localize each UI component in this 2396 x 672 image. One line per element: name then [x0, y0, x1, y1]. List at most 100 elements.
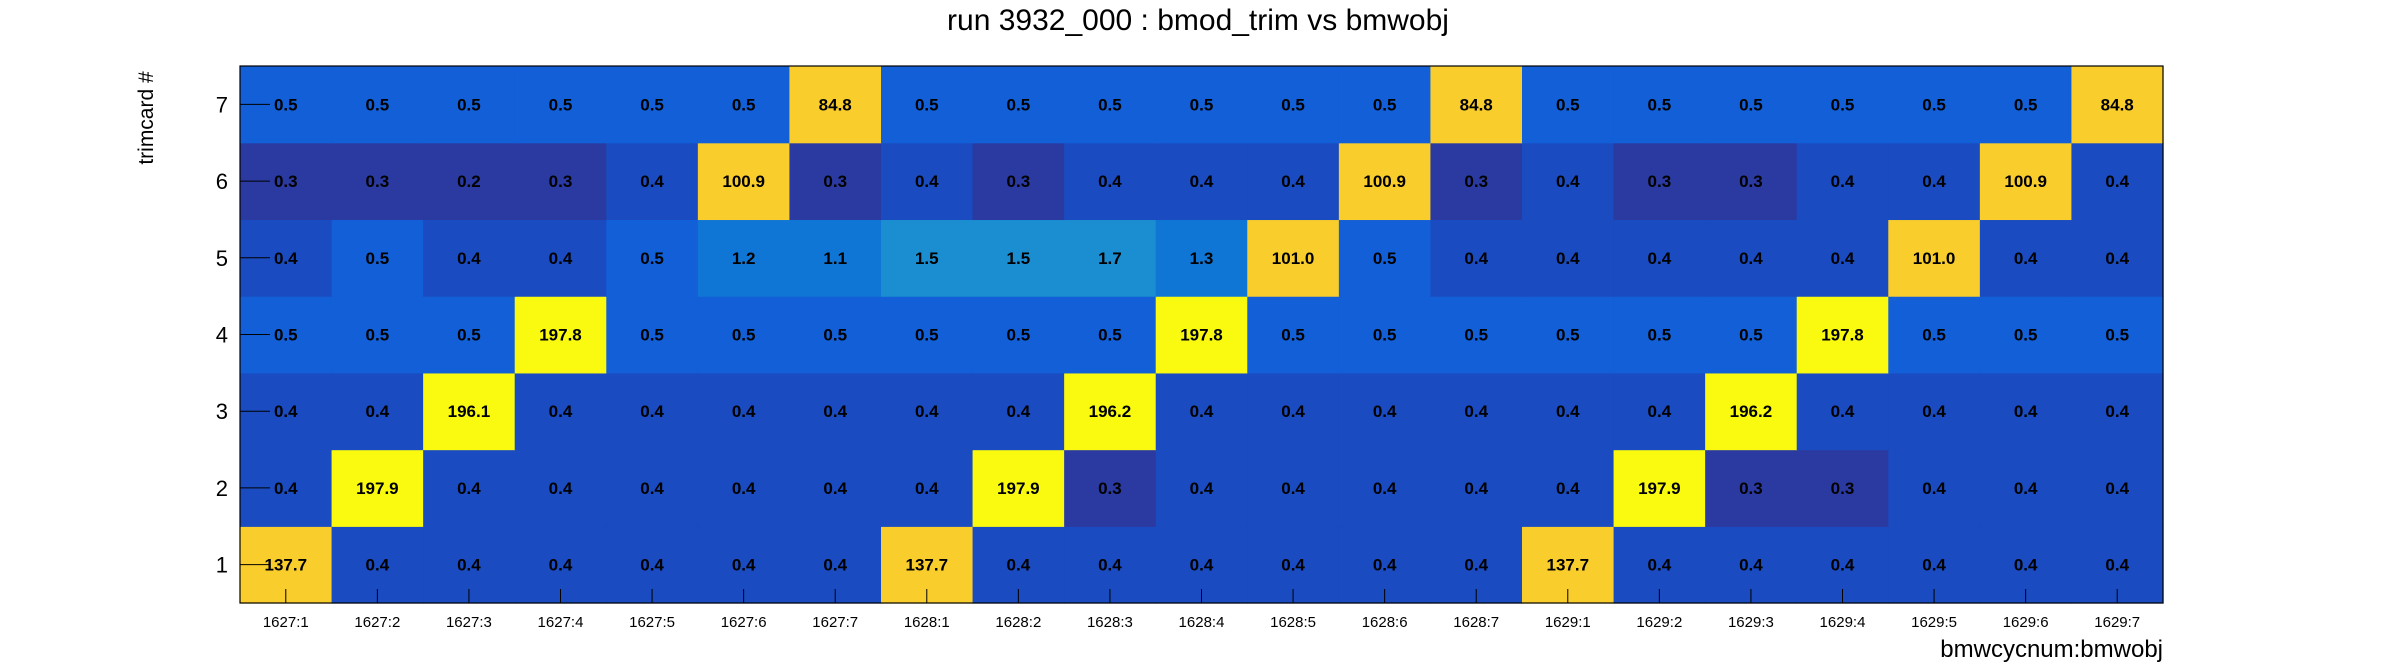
- heatmap-cell: [1155, 142, 1248, 221]
- heatmap-cell: [1705, 142, 1798, 221]
- cell-value-label: 0.4: [640, 172, 664, 191]
- heatmap-cell: [606, 449, 699, 527]
- cell-value-label: 0.5: [1739, 326, 1763, 345]
- heatmap-cell: [789, 449, 882, 527]
- cell-value-label: 0.4: [1281, 172, 1305, 191]
- cell-value-label: 0.5: [1922, 95, 1946, 114]
- axes-group: 1 2 3 4 5 6 7 1627:1 1627:2 1627:3 1627:4 1627:5 162…: [216, 65, 2164, 631]
- y-tick-label: 6: [216, 169, 228, 194]
- cell-value-label: 0.4: [823, 556, 847, 575]
- cell-value-label: 1.1: [823, 249, 847, 268]
- heatmap-cell: [2071, 296, 2164, 374]
- cell-value-label: 137.7: [1547, 556, 1590, 575]
- cell-value-label: 0.5: [1556, 326, 1580, 345]
- heatmap-cell: [881, 449, 974, 527]
- cell-value-label: 0.5: [1556, 95, 1580, 114]
- cell-value-label: 0.4: [366, 402, 390, 421]
- heatmap-cell: [423, 142, 516, 221]
- cell-value-label: 0.4: [1648, 556, 1672, 575]
- cell-value-label: 0.5: [366, 249, 390, 268]
- heatmap-cell: [1064, 296, 1157, 374]
- cell-value-label: 0.4: [1556, 479, 1580, 498]
- cell-value-label: 0.4: [1556, 402, 1580, 421]
- cell-value-label: 0.5: [1281, 95, 1305, 114]
- heatmap-cell: [423, 66, 516, 144]
- cell-value-label: 0.4: [1739, 249, 1763, 268]
- heatmap-cell: [1247, 449, 1340, 527]
- heatmap-cell: [331, 219, 424, 297]
- heatmap-cell: [1155, 449, 1248, 527]
- cell-value-label: 0.4: [823, 402, 847, 421]
- cell-value-label: 0.4: [549, 556, 573, 575]
- x-tick-label: 1627:6: [721, 614, 767, 631]
- cell-value-label: 84.8: [819, 95, 852, 114]
- x-tick-label: 1628:3: [1087, 614, 1133, 631]
- heatmap-cell: [697, 66, 791, 144]
- x-tick-label: 1628:2: [995, 614, 1041, 631]
- x-tick-label: 1629:3: [1728, 614, 1774, 631]
- cell-value-label: 101.0: [1272, 249, 1315, 268]
- cell-value-label: 100.9: [2004, 172, 2047, 191]
- cell-value-label: 0.4: [1556, 172, 1580, 191]
- heatmap-cell: [2071, 449, 2164, 527]
- cell-value-label: 0.4: [1190, 402, 1214, 421]
- heatmap-cell: [1613, 449, 1706, 527]
- heatmap-cell: [1064, 142, 1157, 221]
- cell-value-label: 0.5: [1373, 95, 1397, 114]
- cell-value-label: 0.5: [1922, 326, 1946, 345]
- cell-value-label: 0.4: [2105, 172, 2129, 191]
- heatmap-cell: [1430, 142, 1523, 221]
- heatmap-cell: [881, 219, 974, 297]
- heatmap-cell: [1979, 66, 2073, 144]
- cell-value-label: 0.4: [2105, 556, 2129, 575]
- cell-value-label: 197.9: [356, 479, 399, 498]
- cell-value-label: 197.8: [1180, 326, 1223, 345]
- cell-value-label: 0.5: [1373, 249, 1397, 268]
- heatmap-cell: [1522, 66, 1615, 144]
- heatmap-cell: [606, 142, 699, 221]
- cell-value-label: 0.3: [549, 172, 573, 191]
- cell-value-label: 137.7: [906, 556, 949, 575]
- y-tick-label: 3: [216, 399, 228, 424]
- heatmap-cell: [1888, 142, 1981, 221]
- cell-value-label: 0.5: [274, 326, 298, 345]
- heatmap-cell: [1522, 296, 1615, 374]
- x-tick-label: 1628:4: [1179, 614, 1225, 631]
- cell-value-label: 0.4: [1007, 402, 1031, 421]
- heatmap-cell: [881, 296, 974, 374]
- heatmap-cell: [1888, 219, 1981, 297]
- cell-value-label: 1.3: [1190, 249, 1214, 268]
- cell-value-label: 0.5: [823, 326, 847, 345]
- cell-value-label: 0.4: [2105, 479, 2129, 498]
- cell-value-label: 196.2: [1089, 402, 1132, 421]
- x-tick-label: 1627:4: [538, 614, 584, 631]
- cell-value-label: 0.3: [1098, 479, 1122, 498]
- cell-value-label: 0.4: [549, 479, 573, 498]
- heatmap-cell: [1705, 296, 1798, 374]
- heatmap-cell: [1888, 372, 1981, 451]
- heatmap-cell: [1522, 449, 1615, 527]
- cell-value-label: 0.4: [1373, 402, 1397, 421]
- cell-value-label: 0.3: [1739, 479, 1763, 498]
- heatmap-cell: [1247, 66, 1340, 144]
- cell-value-label: 0.4: [823, 479, 847, 498]
- heatmap-cell: [1613, 142, 1706, 221]
- cell-value-label: 0.4: [640, 556, 664, 575]
- heatmap-cell: [1064, 449, 1157, 527]
- heatmap-cell: [1979, 142, 2073, 221]
- cell-value-label: 0.4: [549, 249, 573, 268]
- heatmap-cell: [972, 66, 1065, 144]
- heatmap-cell: [1705, 449, 1798, 527]
- heatmap-cell: [331, 66, 424, 144]
- cell-value-label: 0.5: [2014, 95, 2038, 114]
- cell-value-label: 0.4: [915, 479, 939, 498]
- cell-value-label: 0.5: [457, 95, 481, 114]
- cell-value-label: 0.4: [732, 479, 756, 498]
- cell-value-label: 0.4: [2014, 479, 2038, 498]
- cell-label-group: 137.7 0.4 0.4 0.4 0.4 0.4 0.4 137.7 0.4 0.4 0.4 0.4…: [265, 95, 2134, 574]
- heatmap-cell: [972, 142, 1065, 221]
- cell-value-label: 0.4: [1190, 556, 1214, 575]
- heatmap-cell: [972, 296, 1065, 374]
- heatmap-cell: [697, 219, 791, 297]
